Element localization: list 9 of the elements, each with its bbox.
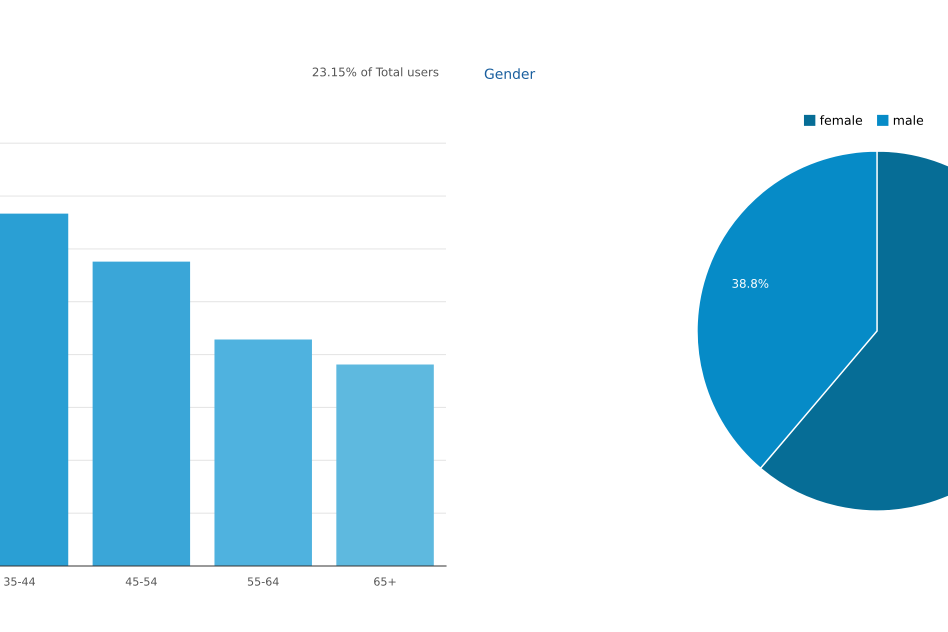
x-tick-label: 45-54 xyxy=(126,577,157,586)
x-tick-label: 55-64 xyxy=(248,577,279,586)
x-tick-label: 65+ xyxy=(374,577,396,586)
legend-label: male xyxy=(894,115,924,125)
text: 23.15% of Total users xyxy=(312,67,438,76)
data-label: 38.8% xyxy=(732,278,768,288)
text: Gender xyxy=(484,68,536,80)
x-tick-label: 35-44 xyxy=(4,577,36,586)
legend-label: female xyxy=(820,115,862,125)
